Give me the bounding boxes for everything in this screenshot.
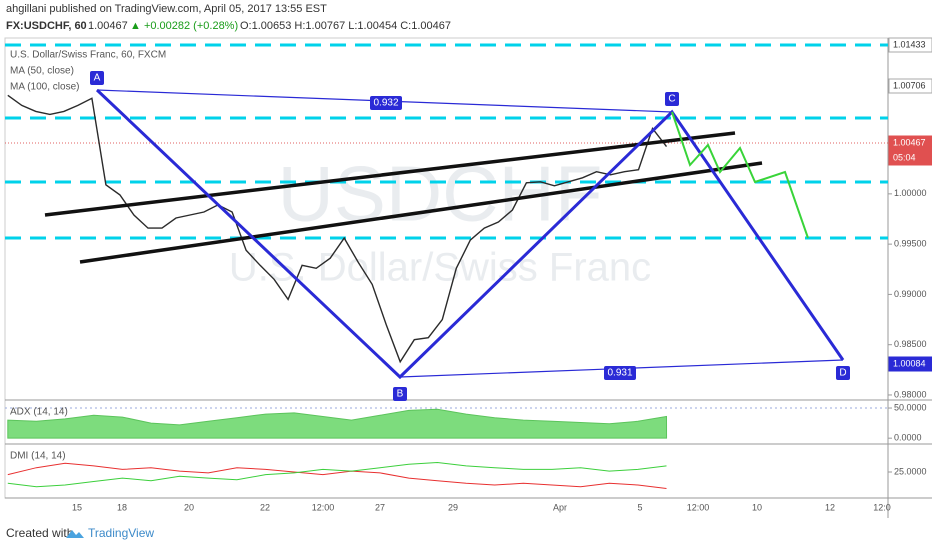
price-label: 1.00084 — [893, 358, 926, 368]
price-box — [888, 37, 932, 53]
y-tick-label: 25.0000 — [894, 466, 927, 476]
adx-area — [7, 408, 668, 439]
price-box — [888, 135, 932, 151]
x-tick-label: 29 — [448, 502, 458, 512]
projection — [671, 111, 809, 239]
pattern-label: A — [94, 73, 101, 84]
y-tick-label: 0.98500 — [894, 339, 927, 349]
y-tick-label: 0.99000 — [894, 289, 927, 299]
x-tick-label: 12 — [825, 502, 835, 512]
pattern-box — [370, 96, 402, 110]
footer-brand[interactable]: TradingView — [88, 526, 154, 540]
pattern-label: B — [397, 389, 404, 400]
x-tick-label: 12:0 — [873, 502, 891, 512]
x-tick-label: 10 — [752, 502, 762, 512]
y-tick-label: 0.99500 — [894, 239, 927, 249]
logo — [66, 530, 84, 538]
legend-entry: MA (50, close) — [10, 66, 74, 77]
pattern-label: 0.931 — [607, 368, 632, 379]
price: 1.00467 — [88, 20, 128, 32]
legend-entry: MA (100, close) — [10, 82, 79, 93]
dmi-line — [7, 462, 667, 489]
dmi-line — [7, 461, 667, 488]
price-box — [888, 356, 932, 372]
symbol: FX:USDCHF, 60 — [6, 20, 87, 32]
y-tick-label: 0.98000 — [894, 389, 927, 399]
legend-entry: U.S. Dollar/Swiss Franc, 60, FXCM — [10, 50, 166, 61]
price-label: 05:04 — [893, 152, 916, 162]
y-tick-label: 50.0000 — [894, 402, 927, 412]
levels — [5, 43, 888, 240]
x-tick-label: 12:00 — [312, 502, 335, 512]
pattern-box — [836, 366, 850, 380]
price-label: 1.01433 — [893, 39, 926, 49]
x-tick-label: Apr — [553, 502, 567, 512]
price-box — [888, 78, 932, 94]
pattern-box — [665, 92, 679, 106]
y-tick-label: 1.00000 — [894, 188, 927, 198]
watermark-name: U.S. Dollar/Swiss Franc — [229, 246, 651, 290]
x-tick-label: 27 — [375, 502, 385, 512]
pane-title: DMI (14, 14) — [10, 451, 66, 462]
footer-created: Created with — [6, 526, 73, 540]
x-tick-label: 5 — [637, 502, 642, 512]
x-tick-label: 12:00 — [687, 502, 710, 512]
y-tick-label: 0.0000 — [894, 433, 922, 443]
x-tick-label: 22 — [260, 502, 270, 512]
change: ▲ +0.00282 (+0.28%) — [130, 20, 238, 32]
price-label: 1.00706 — [893, 80, 926, 90]
price-line — [7, 94, 668, 364]
publisher: ahgillani published on TradingView.com, … — [6, 3, 327, 15]
x-tick-label: 15 — [72, 502, 82, 512]
price-label: 1.00467 — [893, 137, 926, 147]
pane-title: ADX (14, 14) — [10, 407, 68, 418]
pattern-label: D — [839, 368, 846, 379]
x-tick-label: 20 — [184, 502, 194, 512]
pattern-label: C — [668, 94, 675, 105]
price-box — [888, 150, 932, 166]
footer-bar — [0, 518, 932, 550]
pattern-box — [90, 71, 104, 85]
pattern-box — [604, 366, 636, 380]
x-tick-label: 18 — [117, 502, 127, 512]
channel — [44, 131, 763, 264]
pattern-box — [393, 387, 407, 401]
ohlc: O:1.00653 H:1.00767 L:1.00454 C:1.00467 — [240, 20, 451, 32]
pattern-label: 0.932 — [373, 98, 398, 109]
